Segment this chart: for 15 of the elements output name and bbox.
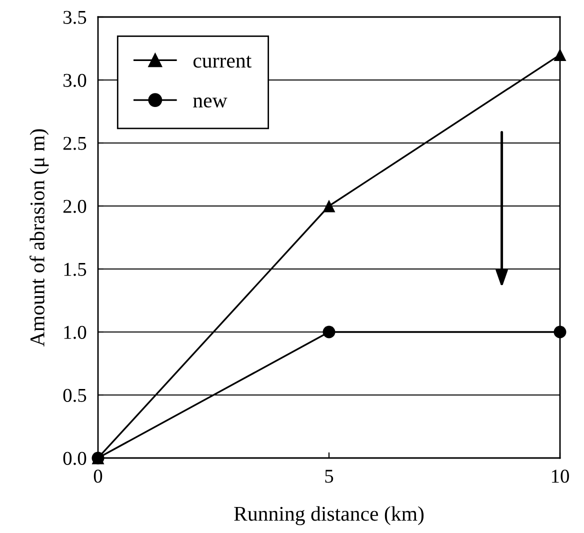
- legend-label: new: [193, 98, 228, 108]
- y-tick-label: 1.5: [64, 262, 86, 276]
- y-tick-label: 3.5: [64, 10, 86, 24]
- x-axis-title: Running distance (km): [234, 506, 424, 526]
- y-tick-label: 1.0: [64, 326, 86, 340]
- y-tick-label: 0.0: [63, 452, 86, 466]
- y-tick-label: 2.0: [63, 200, 86, 214]
- x-tick-label: 10: [552, 470, 569, 483]
- x-tick-label: 5: [325, 470, 334, 483]
- y-tick-label: 3.0: [64, 74, 86, 88]
- y-axis-title: Amount of abrasion (μ m): [30, 129, 49, 346]
- legend-label: current: [193, 56, 252, 68]
- y-tick-label: 0.5: [63, 388, 86, 402]
- x-tick-label: 0: [94, 470, 102, 483]
- y-tick-label: 2.5: [63, 136, 86, 150]
